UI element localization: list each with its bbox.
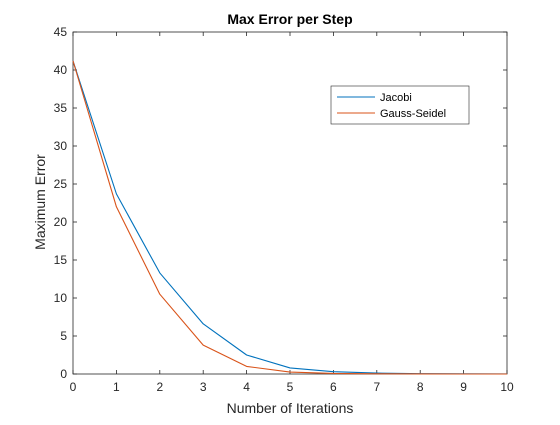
chart-title: Max Error per Step [227, 11, 352, 27]
y-tick-label: 35 [54, 101, 68, 115]
plot-area-box [72, 31, 508, 375]
series-line-gauss-seidel [72, 60, 507, 375]
y-tick-label: 10 [54, 291, 68, 305]
legend-label-gauss-seidel: Gauss-Seidel [380, 108, 446, 120]
legend-label-jacobi: Jacobi [380, 92, 412, 104]
y-axis-label: Maximum Error [32, 154, 48, 250]
x-tick-label: 3 [200, 380, 207, 394]
x-tick-label: 0 [70, 380, 77, 394]
y-tick-label: 30 [54, 139, 68, 153]
y-tick-label: 5 [60, 329, 67, 343]
x-tick-label: 9 [460, 380, 467, 394]
x-tick-label: 2 [156, 380, 163, 394]
y-tick-label: 20 [54, 215, 68, 229]
y-tick-label: 15 [54, 253, 68, 267]
x-tick-label: 1 [113, 380, 120, 394]
x-tick-label: 6 [330, 380, 337, 394]
x-tick-label: 10 [500, 380, 514, 394]
y-tick-label: 25 [54, 177, 68, 191]
x-tick-label: 5 [287, 380, 294, 394]
y-tick-label: 45 [54, 25, 68, 39]
x-tick-label: 7 [373, 380, 380, 394]
x-axis-label: Number of Iterations [227, 400, 354, 416]
x-tick-label: 8 [417, 380, 424, 394]
legend-box [330, 85, 470, 125]
x-tick-label: 4 [243, 380, 250, 394]
y-tick-label: 0 [60, 367, 67, 381]
y-tick-label: 40 [54, 63, 68, 77]
